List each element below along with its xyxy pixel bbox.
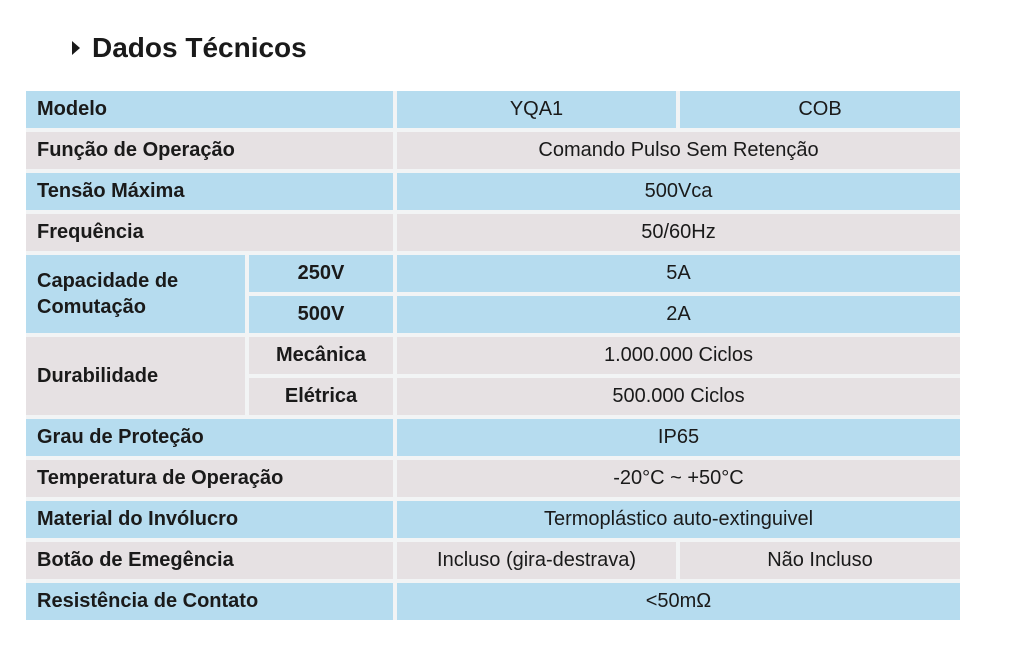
cell-value: COB xyxy=(680,91,960,132)
section-title-text: Dados Técnicos xyxy=(92,32,307,63)
table-row: Grau de Proteção IP65 xyxy=(26,419,960,460)
cell-value: YQA1 xyxy=(397,91,680,132)
cell-value: 500.000 Ciclos xyxy=(397,378,960,419)
row-label: Frequência xyxy=(26,214,397,255)
table-row: Elétrica 500.000 Ciclos xyxy=(26,378,960,419)
table-row: 500V 2A xyxy=(26,296,960,337)
table-row: Função de Operação Comando Pulso Sem Ret… xyxy=(26,132,960,173)
row-label: Material do Invólucro xyxy=(26,501,397,542)
cell-value: -20°C ~ +50°C xyxy=(397,460,960,501)
section-title: Dados Técnicos xyxy=(70,32,307,64)
sub-label: Elétrica xyxy=(249,378,397,419)
table-row: Frequência 50/60Hz xyxy=(26,214,960,255)
sub-label: Mecânica xyxy=(249,337,397,378)
cell-value: Termoplástico auto-extinguivel xyxy=(397,501,960,542)
row-label: Capacidade de Comutação xyxy=(26,255,249,337)
row-label: Botão de Emegência xyxy=(26,542,397,583)
row-label: Resistência de Contato xyxy=(26,583,397,620)
cell-value: <50mΩ xyxy=(397,583,960,620)
table-row: Durabilidade Mecânica 1.000.000 Ciclos xyxy=(26,337,960,419)
row-label: Tensão Máxima xyxy=(26,173,397,214)
specs-table: Modelo YQA1 COB Função de Operação Coman… xyxy=(26,91,960,620)
cell-value: Comando Pulso Sem Retenção xyxy=(397,132,960,173)
table-row: Tensão Máxima 500Vca xyxy=(26,173,960,214)
table-row: Capacidade de Comutação 250V 5A xyxy=(26,255,960,337)
cell-value: IP65 xyxy=(397,419,960,460)
sub-label: 500V xyxy=(249,296,397,337)
row-label: Grau de Proteção xyxy=(26,419,397,460)
cell-value: 50/60Hz xyxy=(397,214,960,255)
cell-value: 5A xyxy=(397,255,960,296)
table-row: Material do Invólucro Termoplástico auto… xyxy=(26,501,960,542)
table-row: Resistência de Contato <50mΩ xyxy=(26,583,960,620)
table-row: Botão de Emegência Incluso (gira-destrav… xyxy=(26,542,960,583)
row-label: Temperatura de Operação xyxy=(26,460,397,501)
row-label: Durabilidade xyxy=(26,337,249,419)
cell-value: Não Incluso xyxy=(680,542,960,583)
triangle-right-icon xyxy=(72,41,80,55)
cell-value: 1.000.000 Ciclos xyxy=(397,337,960,378)
table-row: Temperatura de Operação -20°C ~ +50°C xyxy=(26,460,960,501)
row-label: Função de Operação xyxy=(26,132,397,173)
cell-value: 500Vca xyxy=(397,173,960,214)
cell-value: 2A xyxy=(397,296,960,337)
row-label: Modelo xyxy=(26,91,397,132)
cell-value: Incluso (gira-destrava) xyxy=(397,542,680,583)
table-row: Modelo YQA1 COB xyxy=(26,91,960,132)
sub-label: 250V xyxy=(249,255,397,296)
